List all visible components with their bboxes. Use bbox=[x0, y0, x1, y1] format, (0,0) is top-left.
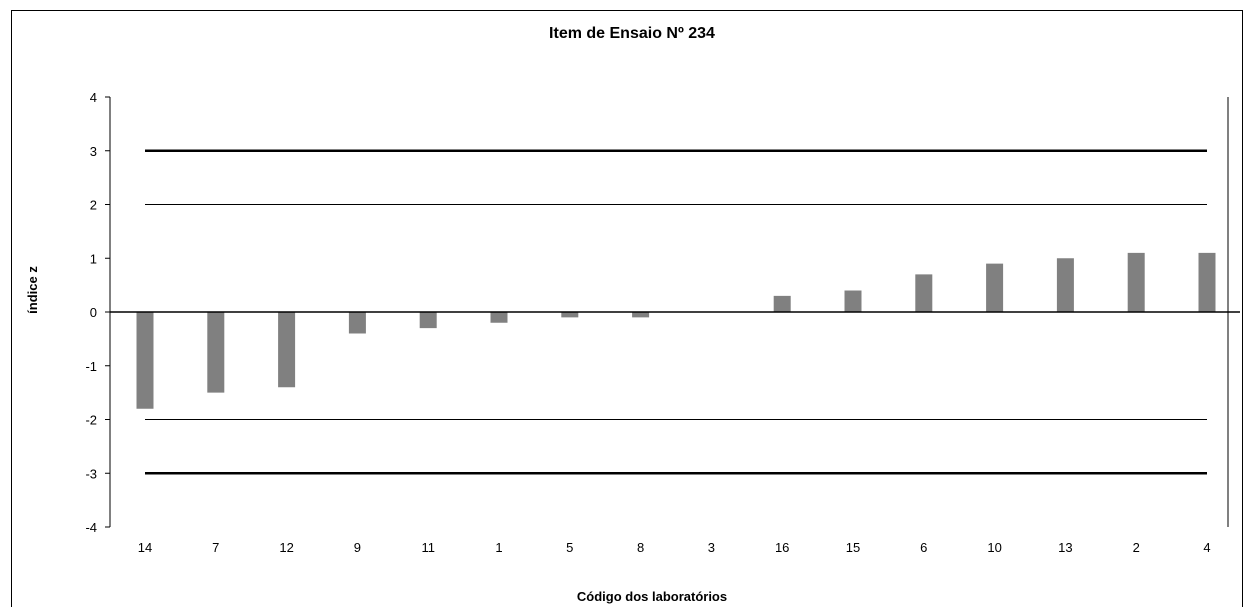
chart-title: Item de Ensaio Nº 234 bbox=[549, 25, 715, 42]
y-tick-label: -2 bbox=[85, 413, 97, 428]
reference-lines bbox=[145, 149, 1207, 475]
x-axis-title: Código dos laboratórios bbox=[577, 589, 727, 604]
y-tick-label: 4 bbox=[90, 90, 97, 105]
x-tick-label: 9 bbox=[354, 540, 361, 555]
bar bbox=[136, 312, 154, 409]
x-axis: 14 7 12 9 11 1 5 8 3 16 15 6 10 13 2 4 bbox=[138, 540, 1211, 555]
bar bbox=[773, 295, 791, 312]
bar bbox=[1198, 252, 1216, 312]
x-tick-label: 7 bbox=[212, 540, 219, 555]
y-tick-label: -1 bbox=[85, 359, 97, 374]
x-tick-label: 3 bbox=[708, 540, 715, 555]
x-tick-label: 15 bbox=[846, 540, 860, 555]
bar bbox=[490, 312, 508, 323]
x-tick-label: 10 bbox=[987, 540, 1001, 555]
bar bbox=[1127, 252, 1145, 312]
bars bbox=[136, 252, 1216, 409]
y-tick-label: 0 bbox=[90, 305, 97, 320]
x-tick-label: 12 bbox=[279, 540, 293, 555]
y-tick-label: 3 bbox=[90, 144, 97, 159]
x-tick-label: 14 bbox=[138, 540, 152, 555]
bar bbox=[278, 312, 296, 388]
x-tick-label: 1 bbox=[495, 540, 502, 555]
bar bbox=[348, 312, 366, 334]
bar bbox=[1056, 258, 1074, 312]
x-tick-label: 5 bbox=[566, 540, 573, 555]
x-tick-label: 6 bbox=[920, 540, 927, 555]
x-tick-label: 11 bbox=[421, 540, 435, 555]
bar bbox=[561, 312, 579, 318]
y-tick-label: -3 bbox=[85, 466, 97, 481]
y-tick-label: 2 bbox=[90, 198, 97, 213]
chart-frame bbox=[11, 10, 1243, 607]
x-tick-label: 13 bbox=[1058, 540, 1072, 555]
y-axis-title: índice z bbox=[25, 266, 40, 314]
bar bbox=[844, 290, 862, 312]
x-tick-label: 8 bbox=[637, 540, 644, 555]
bar bbox=[915, 274, 933, 312]
y-tick-label: -4 bbox=[85, 520, 97, 535]
bar bbox=[207, 312, 225, 393]
x-tick-label: 4 bbox=[1203, 540, 1210, 555]
x-tick-label: 2 bbox=[1133, 540, 1140, 555]
bar bbox=[986, 263, 1004, 312]
bar bbox=[419, 312, 437, 329]
y-axis: 4 3 2 1 0 -1 -2 -3 -4 bbox=[85, 90, 110, 535]
x-tick-label: 16 bbox=[775, 540, 789, 555]
y-tick-label: 1 bbox=[90, 251, 97, 266]
bar bbox=[632, 312, 650, 318]
